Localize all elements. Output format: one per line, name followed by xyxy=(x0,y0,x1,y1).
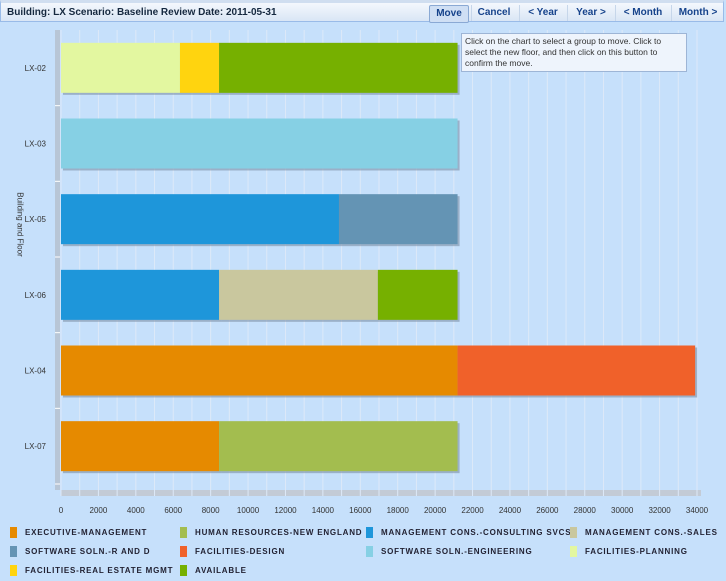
bar-segment xyxy=(457,345,696,396)
y-tick-label: LX-05 xyxy=(25,215,47,224)
legend-item[interactable]: EXECUTIVE-MANAGEMENT xyxy=(10,527,147,538)
legend-label: EXECUTIVE-MANAGEMENT xyxy=(25,528,148,537)
bar-segment xyxy=(61,421,220,472)
legend-item[interactable]: SOFTWARE SOLN.-R AND D xyxy=(10,546,150,557)
x-axis-line xyxy=(61,490,701,496)
toolbar: Building: LX Scenario: Baseline Review D… xyxy=(0,0,724,23)
move-button[interactable]: Move xyxy=(429,5,469,23)
x-tick-label: 20000 xyxy=(424,506,447,515)
legend-item[interactable]: SOFTWARE SOLN.-ENGINEERING xyxy=(366,546,532,557)
x-tick-label: 12000 xyxy=(274,506,297,515)
legend-label: SOFTWARE SOLN.-R AND D xyxy=(25,547,151,556)
legend-swatch xyxy=(180,546,187,557)
x-tick-label: 32000 xyxy=(648,506,671,515)
legend-label: FACILITIES-DESIGN xyxy=(195,547,286,556)
x-tick-label: 6000 xyxy=(164,506,182,515)
bar-segment xyxy=(219,421,458,472)
x-tick-label: 30000 xyxy=(611,506,634,515)
x-tick-label: 16000 xyxy=(349,506,372,515)
y-tick-label: LX-07 xyxy=(25,442,47,451)
legend-label: HUMAN RESOURCES-NEW ENGLAND xyxy=(195,528,363,537)
x-tick-label: 24000 xyxy=(499,506,522,515)
x-tick-label: 34000 xyxy=(686,506,709,515)
cancel-button[interactable]: Cancel xyxy=(471,5,516,21)
bar-segment xyxy=(338,194,458,245)
legend-label: MANAGEMENT CONS.-SALES xyxy=(585,528,718,537)
y-axis-line xyxy=(55,30,60,490)
legend-swatch xyxy=(570,546,577,557)
legend-label: AVAILABLE xyxy=(195,566,247,575)
legend-swatch xyxy=(180,527,187,538)
legend-item[interactable]: MANAGEMENT CONS.-CONSULTING SVCS xyxy=(366,527,571,538)
bar-segment xyxy=(179,42,220,93)
bar-segment xyxy=(61,42,180,93)
legend-label: SOFTWARE SOLN.-ENGINEERING xyxy=(381,547,533,556)
next-year-button[interactable]: Year > xyxy=(567,5,614,21)
legend-swatch xyxy=(180,565,187,576)
legend-swatch xyxy=(10,565,17,576)
legend-label: FACILITIES-REAL ESTATE MGMT xyxy=(25,566,174,575)
legend-item[interactable]: FACILITIES-DESIGN xyxy=(180,546,285,557)
bar-segment xyxy=(61,118,458,169)
x-tick-label: 10000 xyxy=(237,506,260,515)
legend-item[interactable]: AVAILABLE xyxy=(180,565,247,576)
x-tick-label: 4000 xyxy=(127,506,145,515)
legend-swatch xyxy=(366,527,373,538)
legend-label: FACILITIES-PLANNING xyxy=(585,547,688,556)
bar-segment xyxy=(219,42,458,93)
x-tick-label: 8000 xyxy=(202,506,220,515)
legend-swatch xyxy=(10,527,17,538)
bar-segment xyxy=(61,345,458,396)
x-tick-label: 14000 xyxy=(312,506,335,515)
x-tick-label: 18000 xyxy=(387,506,410,515)
prev-year-button[interactable]: < Year xyxy=(519,5,566,21)
bar-segment xyxy=(61,194,339,245)
y-tick-label: LX-02 xyxy=(25,64,47,73)
next-month-button[interactable]: Month > xyxy=(671,5,724,21)
y-tick-label: LX-04 xyxy=(25,367,47,376)
legend-item[interactable]: FACILITIES-REAL ESTATE MGMT xyxy=(10,565,173,576)
legend-item[interactable]: MANAGEMENT CONS.-SALES xyxy=(570,527,718,538)
x-tick-label: 28000 xyxy=(574,506,597,515)
bar-segment xyxy=(377,269,458,320)
chart-plot[interactable]: 0 2000 4000 6000 8000 10000 12000 14000 16000 180… xyxy=(0,22,726,522)
x-tick-label: 2000 xyxy=(90,506,108,515)
x-tick-label: 22000 xyxy=(461,506,484,515)
bar-segment xyxy=(61,269,220,320)
legend-label: MANAGEMENT CONS.-CONSULTING SVCS xyxy=(381,528,572,537)
y-tick-label: LX-03 xyxy=(25,140,47,149)
legend-item[interactable]: FACILITIES-PLANNING xyxy=(570,546,688,557)
move-tooltip: Click on the chart to select a group to … xyxy=(461,33,687,72)
y-tick-label: LX-06 xyxy=(25,291,47,300)
legend-item[interactable]: HUMAN RESOURCES-NEW ENGLAND xyxy=(180,527,362,538)
legend-swatch xyxy=(366,546,373,557)
x-tick-label: 0 xyxy=(59,506,64,515)
toolbar-title: Building: LX Scenario: Baseline Review D… xyxy=(7,7,277,18)
bar-segment xyxy=(219,269,378,320)
legend-swatch xyxy=(570,527,577,538)
legend-swatch xyxy=(10,546,17,557)
x-tick-label: 26000 xyxy=(536,506,559,515)
prev-month-button[interactable]: < Month xyxy=(615,5,670,21)
